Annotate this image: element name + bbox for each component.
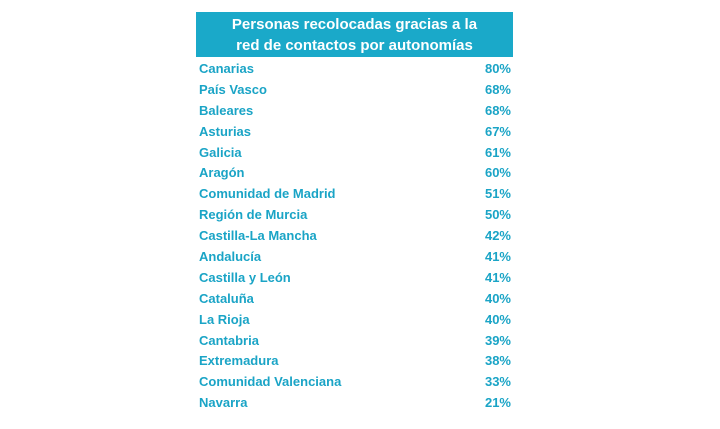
region-percentage: 42% [484,228,511,244]
table-header: Personas recolocadas gracias a la red de… [196,12,513,57]
table-row: Comunidad de Madrid 51% [196,183,513,204]
region-percentage: 39% [484,332,511,348]
table-row: Asturias 67% [196,121,513,142]
region-percentage: 68% [484,102,511,118]
region-percentage: 33% [484,374,511,390]
table-row: Castilla-La Mancha 42% [196,225,513,246]
region-name: Andalucía [199,248,262,264]
table-row: Extremadura 38% [196,350,513,371]
region-name: Cantabria [199,332,259,348]
region-name: Aragón [199,165,245,181]
region-name: Cataluña [199,290,254,306]
region-name: Castilla y León [199,269,291,285]
region-name: Asturias [199,123,252,139]
table-row: Cataluña 40% [196,288,513,309]
table-row: País Vasco 68% [196,79,513,100]
region-percentage: 60% [484,165,511,181]
table-row: Comunidad Valenciana 33% [196,371,513,392]
region-percentage: 40% [484,311,511,327]
region-percentage: 50% [484,207,511,223]
region-name: Extremadura [199,353,279,369]
region-name: Navarra [199,395,248,411]
table-row: La Rioja 40% [196,309,513,330]
region-percentage: 38% [484,353,511,369]
table-row: Andalucía 41% [196,246,513,267]
table-row: Canarias 80% [196,58,513,79]
region-name: Galicia [199,144,242,160]
relocation-table: Personas recolocadas gracias a la red de… [196,12,513,413]
table-row: Navarra 21% [196,392,513,413]
region-name: Canarias [199,60,254,76]
table-row: Aragón 60% [196,162,513,183]
region-name: Castilla-La Mancha [199,228,317,244]
region-name: Comunidad Valenciana [199,374,342,390]
region-name: País Vasco [199,81,267,97]
table-row: Cantabria 39% [196,330,513,351]
region-percentage: 61% [484,144,511,160]
region-percentage: 21% [484,395,511,411]
region-name: Baleares [199,102,254,118]
region-name: La Rioja [199,311,250,327]
table-title-line-2: red de contactos por autonomías [236,36,473,54]
table-title-line-1: Personas recolocadas gracias a la [231,15,478,33]
region-percentage: 80% [484,60,511,76]
region-percentage: 51% [484,186,511,202]
region-percentage: 40% [484,290,511,306]
table-body: Canarias 80% País Vasco 68% Baleares 68% Astur… [196,58,513,413]
region-percentage: 41% [484,269,511,285]
table-row: Baleares 68% [196,100,513,121]
table-row: Galicia 61% [196,142,513,163]
table-row: Castilla y León 41% [196,267,513,288]
region-percentage: 67% [484,123,511,139]
region-percentage: 41% [484,248,511,264]
region-percentage: 68% [484,81,511,97]
region-name: Región de Murcia [199,207,308,223]
table-row: Región de Murcia 50% [196,204,513,225]
region-name: Comunidad de Madrid [199,186,336,202]
